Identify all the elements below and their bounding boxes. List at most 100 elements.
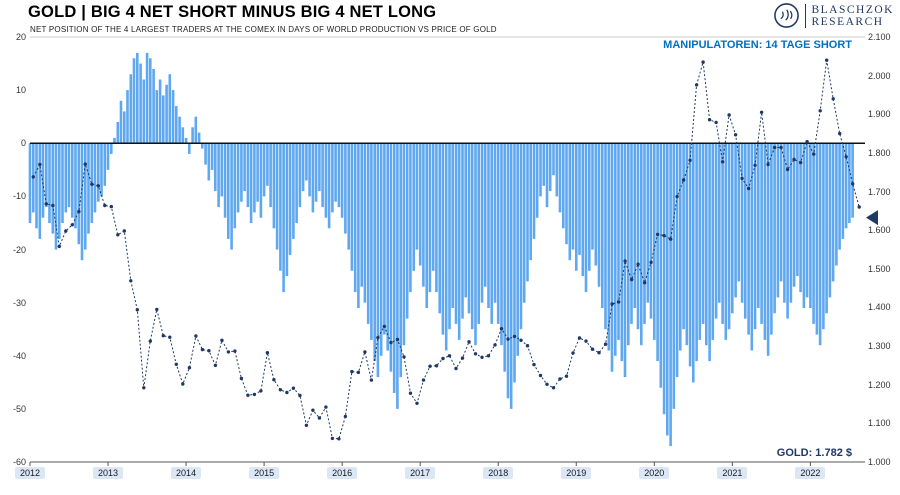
- net-position-bar: [311, 143, 315, 213]
- net-position-bar: [41, 143, 45, 218]
- net-position-bar: [402, 143, 406, 346]
- net-position-bar: [132, 58, 136, 144]
- gold-price-marker: [330, 436, 335, 441]
- net-position-bar: [773, 143, 776, 314]
- gold-price-marker: [538, 373, 543, 378]
- gold-price-marker: [551, 386, 556, 390]
- gold-price-marker: [662, 233, 666, 238]
- net-position-bar: [848, 143, 851, 223]
- net-position-bar: [331, 143, 334, 213]
- net-position-bar: [708, 143, 711, 362]
- gold-price-marker: [304, 423, 309, 427]
- net-position-bar: [591, 143, 594, 250]
- net-position-bar: [646, 143, 650, 303]
- net-position-bar: [301, 143, 305, 192]
- net-position-bar: [246, 143, 250, 208]
- gold-price-marker: [31, 175, 35, 179]
- gold-price-marker: [181, 382, 185, 386]
- net-position-bar: [262, 143, 266, 197]
- net-position-bar: [324, 143, 328, 218]
- gold-price-marker: [291, 386, 296, 390]
- net-position-bar: [210, 143, 214, 170]
- net-position-bar: [80, 143, 84, 261]
- gold-price-marker: [610, 302, 614, 306]
- net-position-bar: [126, 90, 129, 144]
- gold-price-marker: [818, 109, 822, 113]
- net-position-bar: [119, 100, 123, 144]
- net-position-bar: [760, 143, 763, 324]
- gold-price-marker: [285, 390, 289, 395]
- gold-price-marker: [636, 262, 640, 266]
- gold-price-marker: [792, 157, 796, 162]
- net-position-bar: [838, 143, 841, 250]
- net-position-bar: [633, 143, 637, 308]
- gold-price-marker: [577, 336, 582, 340]
- net-position-bar: [825, 143, 828, 314]
- gold-price-marker: [194, 334, 198, 338]
- net-position-bar: [318, 143, 321, 192]
- net-position-bar: [841, 143, 845, 239]
- gold-price-marker: [733, 133, 738, 137]
- net-position-bar: [718, 143, 721, 303]
- gold-price-marker: [675, 194, 679, 199]
- gold-price-marker: [278, 388, 283, 392]
- net-position-bar: [578, 143, 581, 255]
- gold-price-marker: [512, 334, 517, 339]
- net-position-bar: [48, 143, 51, 223]
- net-position-bar: [217, 143, 220, 208]
- net-position-bar: [129, 74, 133, 144]
- gold-price-marker: [428, 364, 432, 368]
- net-position-bar: [477, 143, 480, 324]
- gold-price-marker: [532, 362, 536, 367]
- x-axis-year-label: 2014: [171, 467, 202, 479]
- net-position-bar: [802, 143, 806, 308]
- net-position-bar: [607, 143, 611, 351]
- gold-price-marker: [187, 366, 192, 370]
- gold-price-marker: [142, 386, 146, 390]
- net-position-bar: [464, 143, 467, 298]
- net-position-bar: [155, 90, 159, 144]
- gold-price-marker: [707, 118, 712, 122]
- gold-price-marker: [649, 260, 653, 264]
- net-position-bar: [731, 143, 734, 314]
- x-axis-year-label: 2021: [717, 467, 748, 479]
- logo-line2: RESEARCH: [811, 15, 884, 28]
- gold-price-marker: [213, 363, 218, 368]
- net-position-bar: [783, 143, 786, 303]
- net-position-bar: [298, 143, 302, 208]
- net-position-bar: [292, 143, 295, 239]
- net-position-bar: [38, 143, 42, 239]
- net-position-bar: [500, 143, 503, 346]
- net-position-bar: [168, 74, 172, 144]
- net-position-bar: [669, 143, 672, 447]
- gold-price-marker: [668, 237, 673, 241]
- gold-price-marker: [720, 160, 725, 164]
- net-position-bar: [779, 143, 783, 282]
- net-position-bar: [357, 143, 360, 308]
- net-position-bar: [194, 116, 198, 144]
- net-position-bar: [692, 143, 695, 383]
- net-position-bar: [805, 143, 809, 298]
- gold-price-marker: [584, 339, 588, 343]
- net-position-bar: [327, 143, 331, 229]
- blaschzok-logo-icon: [773, 2, 800, 29]
- net-position-bar: [444, 143, 448, 351]
- gold-price-marker: [447, 354, 452, 358]
- gold-price-marker: [265, 351, 270, 355]
- net-position-bar: [835, 143, 838, 266]
- net-position-bar: [601, 143, 604, 308]
- net-position-bar: [412, 143, 415, 271]
- net-position-bar: [223, 143, 227, 218]
- gold-price-marker: [363, 350, 367, 354]
- right-axis-tick-label: 2.000: [868, 70, 891, 81]
- net-position-bar: [812, 143, 815, 324]
- net-position-bar: [93, 143, 97, 213]
- net-position-bar: [353, 143, 357, 293]
- net-position-bar: [519, 143, 523, 330]
- gold-price-marker: [317, 416, 322, 420]
- net-position-bar: [734, 143, 737, 298]
- net-position-bar: [441, 143, 445, 335]
- net-position-bar: [418, 143, 422, 266]
- net-position-bar: [282, 143, 285, 293]
- gold-price-marker: [571, 351, 575, 355]
